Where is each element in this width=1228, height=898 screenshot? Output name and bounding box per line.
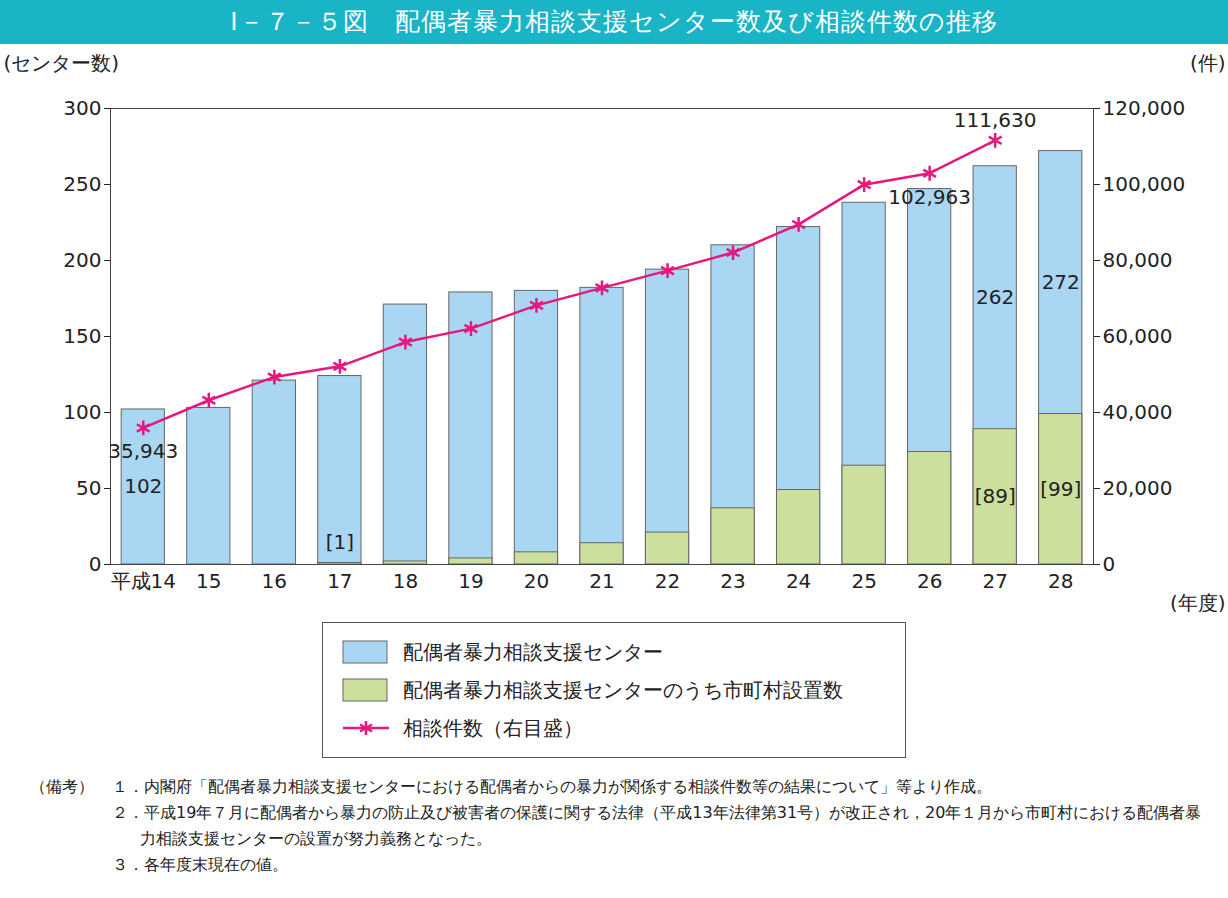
html-text:配偶者暴力相談支援センターのうち市町村設置数: 配偶者暴力相談支援センターのうち市町村設置数 (403, 677, 843, 702)
svg-text:28: 28 (1048, 569, 1073, 593)
svg-text:27: 27 (982, 569, 1007, 593)
html-text:１．内閣府「配偶者暴力相談支援センターにおける配偶者からの暴: １．内閣府「配偶者暴力相談支援センターにおける配偶者からの暴力が関係する相談件数… (112, 777, 992, 796)
svg-text:17: 17 (327, 569, 352, 593)
html-text:３．各年度末現在の値。: ３．各年度末現在の値。 (112, 855, 288, 874)
html-text:配偶者暴力相談支援センター: 配偶者暴力相談支援センター (403, 639, 663, 664)
svg-text:[99]: [99] (1040, 477, 1081, 501)
svg-text:平成14: 平成14 (111, 569, 176, 593)
svg-text:15: 15 (196, 569, 221, 593)
svg-text:102: 102 (124, 474, 162, 498)
svg-text:0: 0 (1103, 552, 1116, 576)
svg-text:272: 272 (1042, 270, 1080, 294)
svg-text:120,000: 120,000 (1103, 96, 1186, 120)
html-text:Ⅰ－７－５図 配偶者暴力相談支援センター数及び相談件数の推移: Ⅰ－７－５図 配偶者暴力相談支援センター数及び相談件数の推移 (230, 7, 998, 36)
svg-text:102,963: 102,963 (888, 185, 971, 209)
svg-text:111,630: 111,630 (954, 108, 1037, 132)
svg-text:21: 21 (589, 569, 614, 593)
svg-text:26: 26 (917, 569, 942, 593)
svg-text:19: 19 (458, 569, 483, 593)
svg-text:18: 18 (393, 569, 418, 593)
svg-text:50: 50 (76, 476, 101, 500)
svg-text:0: 0 (89, 552, 102, 576)
svg-text:20,000: 20,000 (1103, 476, 1173, 500)
svg-text:262: 262 (976, 285, 1014, 309)
svg-text:(センター数): (センター数) (4, 52, 120, 75)
html-text:２．平成19年７月に配偶者から暴力の防止及び被害者の保護に関: ２．平成19年７月に配偶者から暴力の防止及び被害者の保護に関する法律（平成13年… (112, 803, 1202, 848)
svg-text:80,000: 80,000 (1103, 248, 1173, 272)
svg-text:40,000: 40,000 (1103, 400, 1173, 424)
svg-text:20: 20 (524, 569, 549, 593)
svg-text:200: 200 (63, 248, 101, 272)
svg-text:[89]: [89] (975, 484, 1016, 508)
svg-text:100: 100 (63, 400, 101, 424)
svg-text:(年度): (年度) (1170, 591, 1226, 613)
svg-text:24: 24 (786, 569, 811, 593)
svg-text:60,000: 60,000 (1103, 324, 1173, 348)
svg-text:25: 25 (851, 569, 876, 593)
svg-text:23: 23 (720, 569, 745, 593)
svg-text:16: 16 (262, 569, 287, 593)
html-text:相談件数（右目盛）: 相談件数（右目盛） (403, 715, 583, 740)
html-text:（備考）: （備考） (30, 777, 94, 796)
svg-text:(件): (件) (1190, 52, 1226, 75)
svg-text:22: 22 (655, 569, 680, 593)
svg-text:150: 150 (63, 324, 101, 348)
svg-text:[1]: [1] (326, 530, 354, 554)
svg-text:250: 250 (63, 172, 101, 196)
svg-text:100,000: 100,000 (1103, 172, 1186, 196)
svg-text:35,943: 35,943 (108, 439, 178, 463)
svg-text:300: 300 (63, 96, 101, 120)
